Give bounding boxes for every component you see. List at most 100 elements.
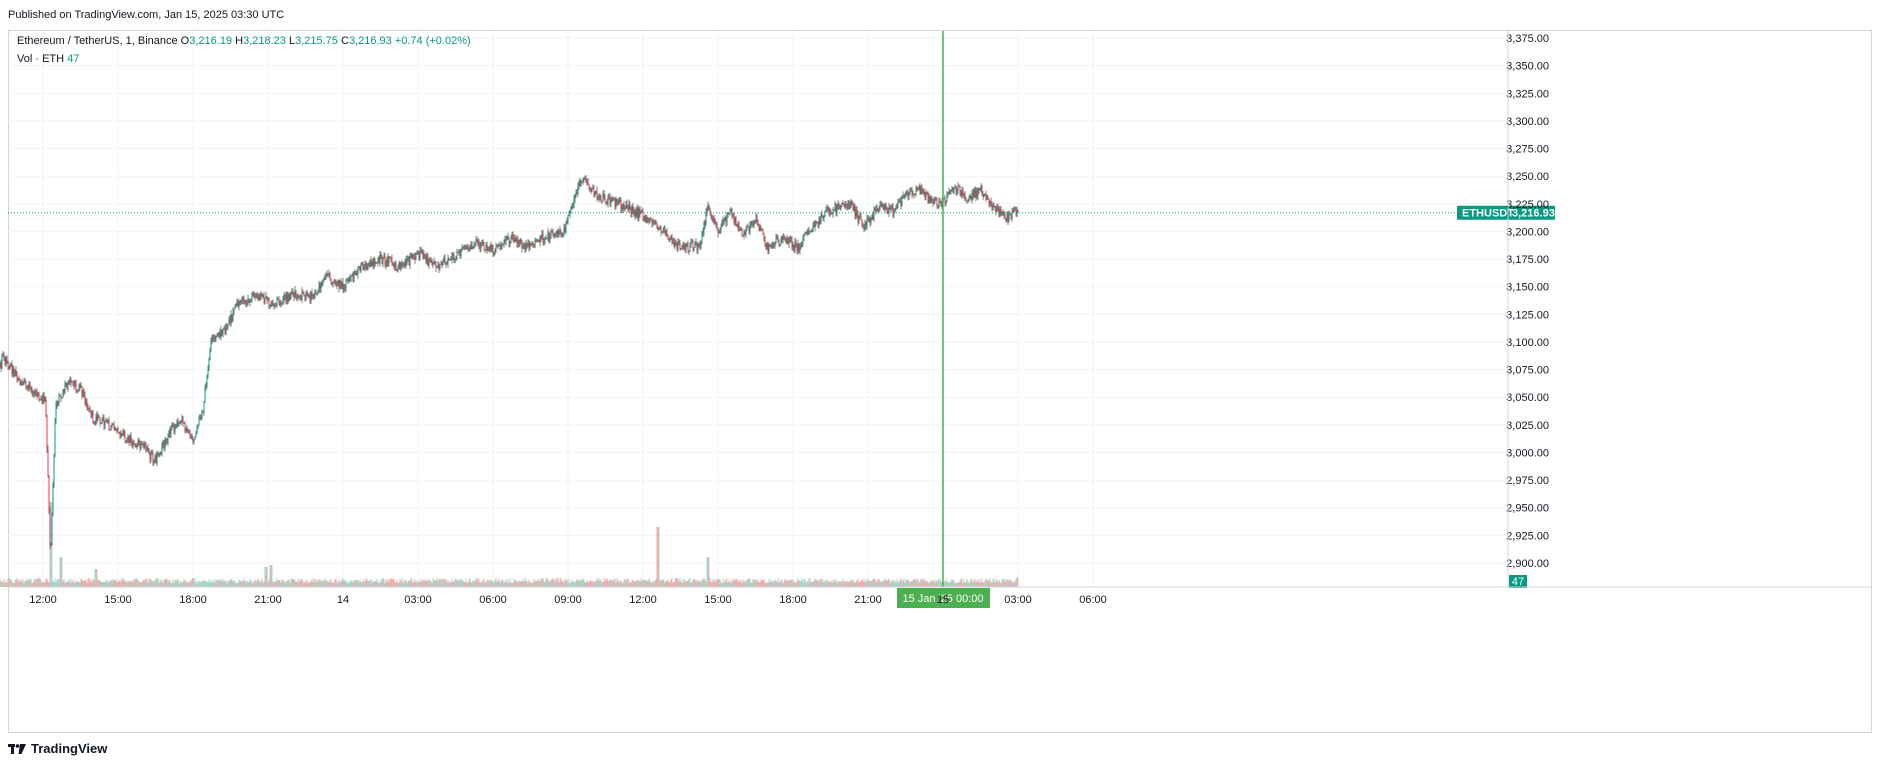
y-tick-label: 3,225.00 [1506, 199, 1549, 211]
volume-bar [633, 580, 635, 587]
volume-bar [511, 581, 513, 587]
volume-bar [91, 581, 93, 587]
symbol-name[interactable]: Ethereum / TetherUS, 1, Binance [17, 35, 178, 47]
volume-bar [185, 582, 187, 587]
volume-bar [104, 582, 106, 587]
candle-body [337, 279, 339, 284]
candle-body [323, 277, 325, 280]
candle-body [42, 393, 44, 401]
candle-body [571, 206, 573, 208]
volume-bar [474, 580, 476, 587]
volume-bar [715, 580, 717, 587]
volume-bar [618, 580, 620, 587]
volume-bar [39, 578, 41, 587]
volume-bar [684, 580, 686, 587]
candle-body [353, 271, 355, 282]
volume-bar [741, 582, 743, 587]
volume-bar [119, 579, 121, 587]
candle-body [623, 203, 625, 210]
volume-bar [65, 582, 67, 587]
volume-bar [461, 580, 463, 587]
volume-bar [608, 580, 610, 587]
candle-body [87, 407, 89, 409]
candle-body [628, 203, 630, 212]
candle-body [459, 249, 461, 256]
volume-bar [785, 580, 787, 587]
candle-body [41, 398, 43, 401]
volume-bar [470, 582, 472, 587]
candle-body [523, 244, 525, 246]
candle-body [240, 300, 242, 302]
y-tick-label: 2,900.00 [1506, 558, 1549, 570]
candle-body [909, 188, 911, 195]
x-tick-label: 15 [937, 594, 949, 606]
volume-bar [1011, 580, 1013, 587]
volume-bar [279, 580, 281, 587]
candle-body [550, 230, 552, 238]
candle-body [54, 422, 56, 456]
symbol-legend[interactable]: Ethereum / TetherUS, 1, Binance O3,216.1… [17, 35, 471, 47]
candle-body [163, 442, 165, 448]
volume-bar [309, 581, 311, 587]
volume-bar [44, 582, 46, 587]
candle-body [967, 199, 969, 201]
volume-bar [452, 581, 454, 587]
grid-lines [8, 31, 1508, 587]
candle-body [245, 300, 247, 304]
candle-body [581, 182, 583, 183]
chart-frame[interactable] [8, 30, 1872, 733]
volume-bar [290, 578, 292, 587]
volume-bar [856, 580, 858, 587]
volume-bar [855, 581, 857, 587]
volume-bar [533, 579, 535, 587]
volume-bar [303, 582, 305, 587]
candle-body [922, 189, 924, 192]
candle-body [357, 268, 359, 276]
volume-bar [800, 580, 802, 587]
candle-body [974, 189, 976, 198]
volume-bar [275, 581, 277, 587]
volume-bar [42, 580, 44, 587]
candle-body [656, 224, 658, 228]
volume-bar [704, 578, 706, 587]
candle-body [27, 386, 29, 388]
volume-bar [117, 582, 119, 587]
volume-bar [81, 578, 83, 587]
volume-bar [749, 578, 751, 587]
volume-bar [233, 580, 235, 587]
candle-body [514, 237, 516, 242]
volume-bar [122, 578, 124, 587]
candle-body [894, 208, 896, 213]
volume-bar [115, 578, 117, 587]
volume-bar [392, 578, 394, 587]
candle-body [339, 280, 341, 289]
candle-body [892, 207, 894, 216]
volume-bar [496, 581, 498, 587]
volume-bar [241, 580, 243, 587]
volume-bar [670, 579, 672, 587]
volume-bar [312, 581, 314, 587]
volume-bar [230, 579, 232, 587]
candle-body [180, 420, 182, 424]
volume-bar [253, 581, 255, 587]
volume-bar [962, 582, 964, 587]
volume-bar [966, 578, 968, 587]
candle-body [518, 240, 520, 244]
candle-body [790, 237, 792, 241]
volume-value: 47 [67, 53, 80, 65]
volume-bar [83, 580, 85, 587]
candle-body [597, 198, 599, 200]
volume-bar [949, 582, 951, 587]
candle-body [154, 456, 156, 461]
candle-body [370, 260, 372, 267]
candle-body [812, 223, 814, 232]
candle-body [968, 198, 970, 200]
volume-bar [15, 579, 17, 587]
tradingview-footer[interactable]: TradingView [8, 741, 107, 756]
volume-legend[interactable]: Vol · ETH 47 [17, 53, 79, 65]
volume-bar [456, 580, 458, 587]
candle-body [853, 205, 855, 210]
volume-bar [19, 581, 21, 587]
volume-bar [513, 578, 515, 587]
